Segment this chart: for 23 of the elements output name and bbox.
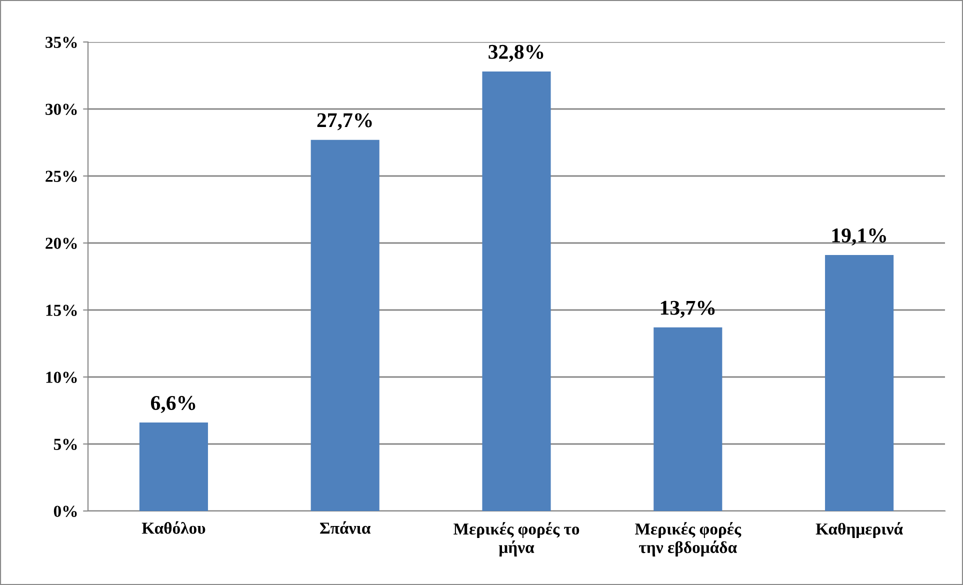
y-tick-label: 0% [54, 506, 77, 517]
x-tick-label: Σπάνια [320, 521, 371, 534]
y-tick-label: 30% [46, 104, 77, 115]
y-tick-label: 35% [46, 36, 77, 48]
data-label: 32,8% [488, 44, 544, 62]
y-tick-label: 15% [46, 304, 77, 316]
bar [310, 140, 380, 511]
bar [654, 327, 722, 511]
y-tick-label: 20% [46, 238, 77, 249]
bar [482, 71, 551, 511]
x-tick-label: Καθημερινά [816, 522, 903, 538]
y-tick-label: 5% [54, 438, 77, 450]
data-label: 13,7% [660, 300, 715, 318]
x-tick-label: Μερικές φορές το μήνα [454, 522, 580, 556]
data-label: 6,6% [150, 396, 196, 414]
y-tick-label: 10% [46, 372, 77, 383]
data-label: 19,1% [832, 228, 886, 246]
bar [825, 255, 894, 511]
bar [139, 422, 208, 511]
x-tick-label: Καθόλου [142, 521, 206, 534]
data-label: 27,7% [317, 113, 372, 130]
x-tick-label: Μερικές φορές την εβδομάδα [635, 522, 742, 556]
y-tick-label: 25% [46, 170, 77, 182]
